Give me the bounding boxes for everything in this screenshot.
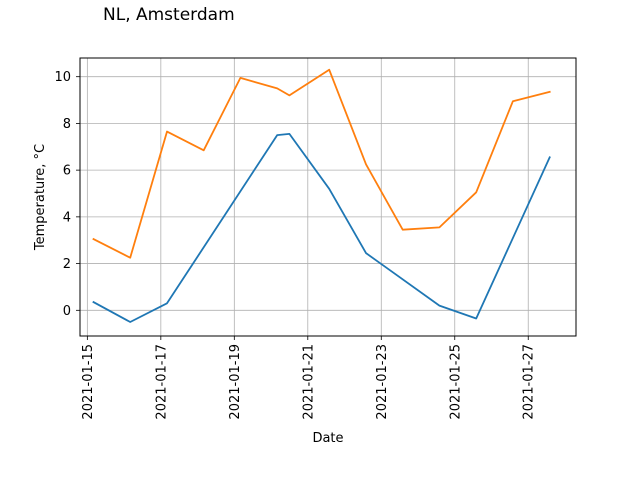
x-tick-label: 2021-01-17 bbox=[154, 344, 169, 420]
x-tick-label: 2021-01-23 bbox=[375, 344, 390, 420]
series-line-2 bbox=[92, 68, 551, 259]
y-tick-label: 0 bbox=[63, 304, 71, 319]
x-tick-label: 2021-01-15 bbox=[81, 344, 96, 420]
y-tick-label: 6 bbox=[63, 164, 71, 179]
x-tick-label: 2021-01-27 bbox=[522, 344, 537, 420]
x-tick-label: 2021-01-21 bbox=[301, 344, 316, 420]
y-tick-label: 4 bbox=[63, 210, 71, 225]
x-tick-label: 2021-01-19 bbox=[228, 344, 243, 420]
y-tick-label: 2 bbox=[63, 257, 71, 272]
y-axis-label: Temperature, °C bbox=[33, 144, 48, 251]
chart-title: NL, Amsterdam bbox=[103, 5, 235, 25]
x-tick-label: 2021-01-25 bbox=[448, 344, 463, 420]
x-axis-label: Date bbox=[312, 431, 343, 446]
grid-layer bbox=[80, 58, 576, 336]
y-tick-label: 10 bbox=[54, 70, 71, 85]
y-tick-label: 8 bbox=[63, 117, 71, 132]
series-line-1 bbox=[92, 132, 551, 323]
tick-layer: 2021-01-15 2021-01-17 2021-01-19 2021-01-21… bbox=[54, 70, 536, 419]
plot-frame bbox=[79, 57, 577, 337]
series-layer bbox=[92, 68, 551, 323]
